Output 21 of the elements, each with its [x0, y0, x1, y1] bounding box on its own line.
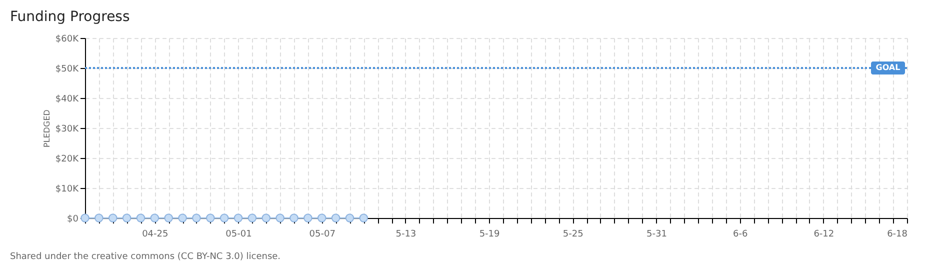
x-tick-label: 05-07: [309, 230, 336, 240]
y-tick-label: $0: [67, 214, 79, 224]
y-tick-label: $30K: [55, 124, 80, 134]
y-tick-label: $20K: [55, 154, 80, 164]
x-tick-label: 6-18: [887, 230, 908, 240]
x-tick-label: 6-6: [732, 230, 748, 240]
text: Shared under the creative commons (CC BY-NC 3.0) license.: [10, 252, 281, 262]
y-tick-label: $50K: [55, 64, 80, 74]
y-axis-title: PLEDGED: [42, 110, 52, 148]
x-tick-label: 5-19: [479, 230, 500, 240]
x-tick-label: 04-25: [142, 230, 168, 240]
x-tick-label: 5-31: [646, 230, 667, 240]
y-tick-label: $10K: [55, 184, 80, 194]
chart-title: Funding Progress: [10, 9, 130, 25]
x-tick-label: 6-12: [814, 230, 834, 240]
y-tick-label: $40K: [55, 94, 80, 104]
x-tick-label: 5-13: [396, 230, 416, 240]
x-tick-label: 5-25: [562, 230, 584, 240]
y-tick-label: $60K: [55, 34, 80, 44]
x-tick-label: 05-01: [226, 230, 252, 240]
ref-line-label: GOAL: [876, 63, 900, 72]
